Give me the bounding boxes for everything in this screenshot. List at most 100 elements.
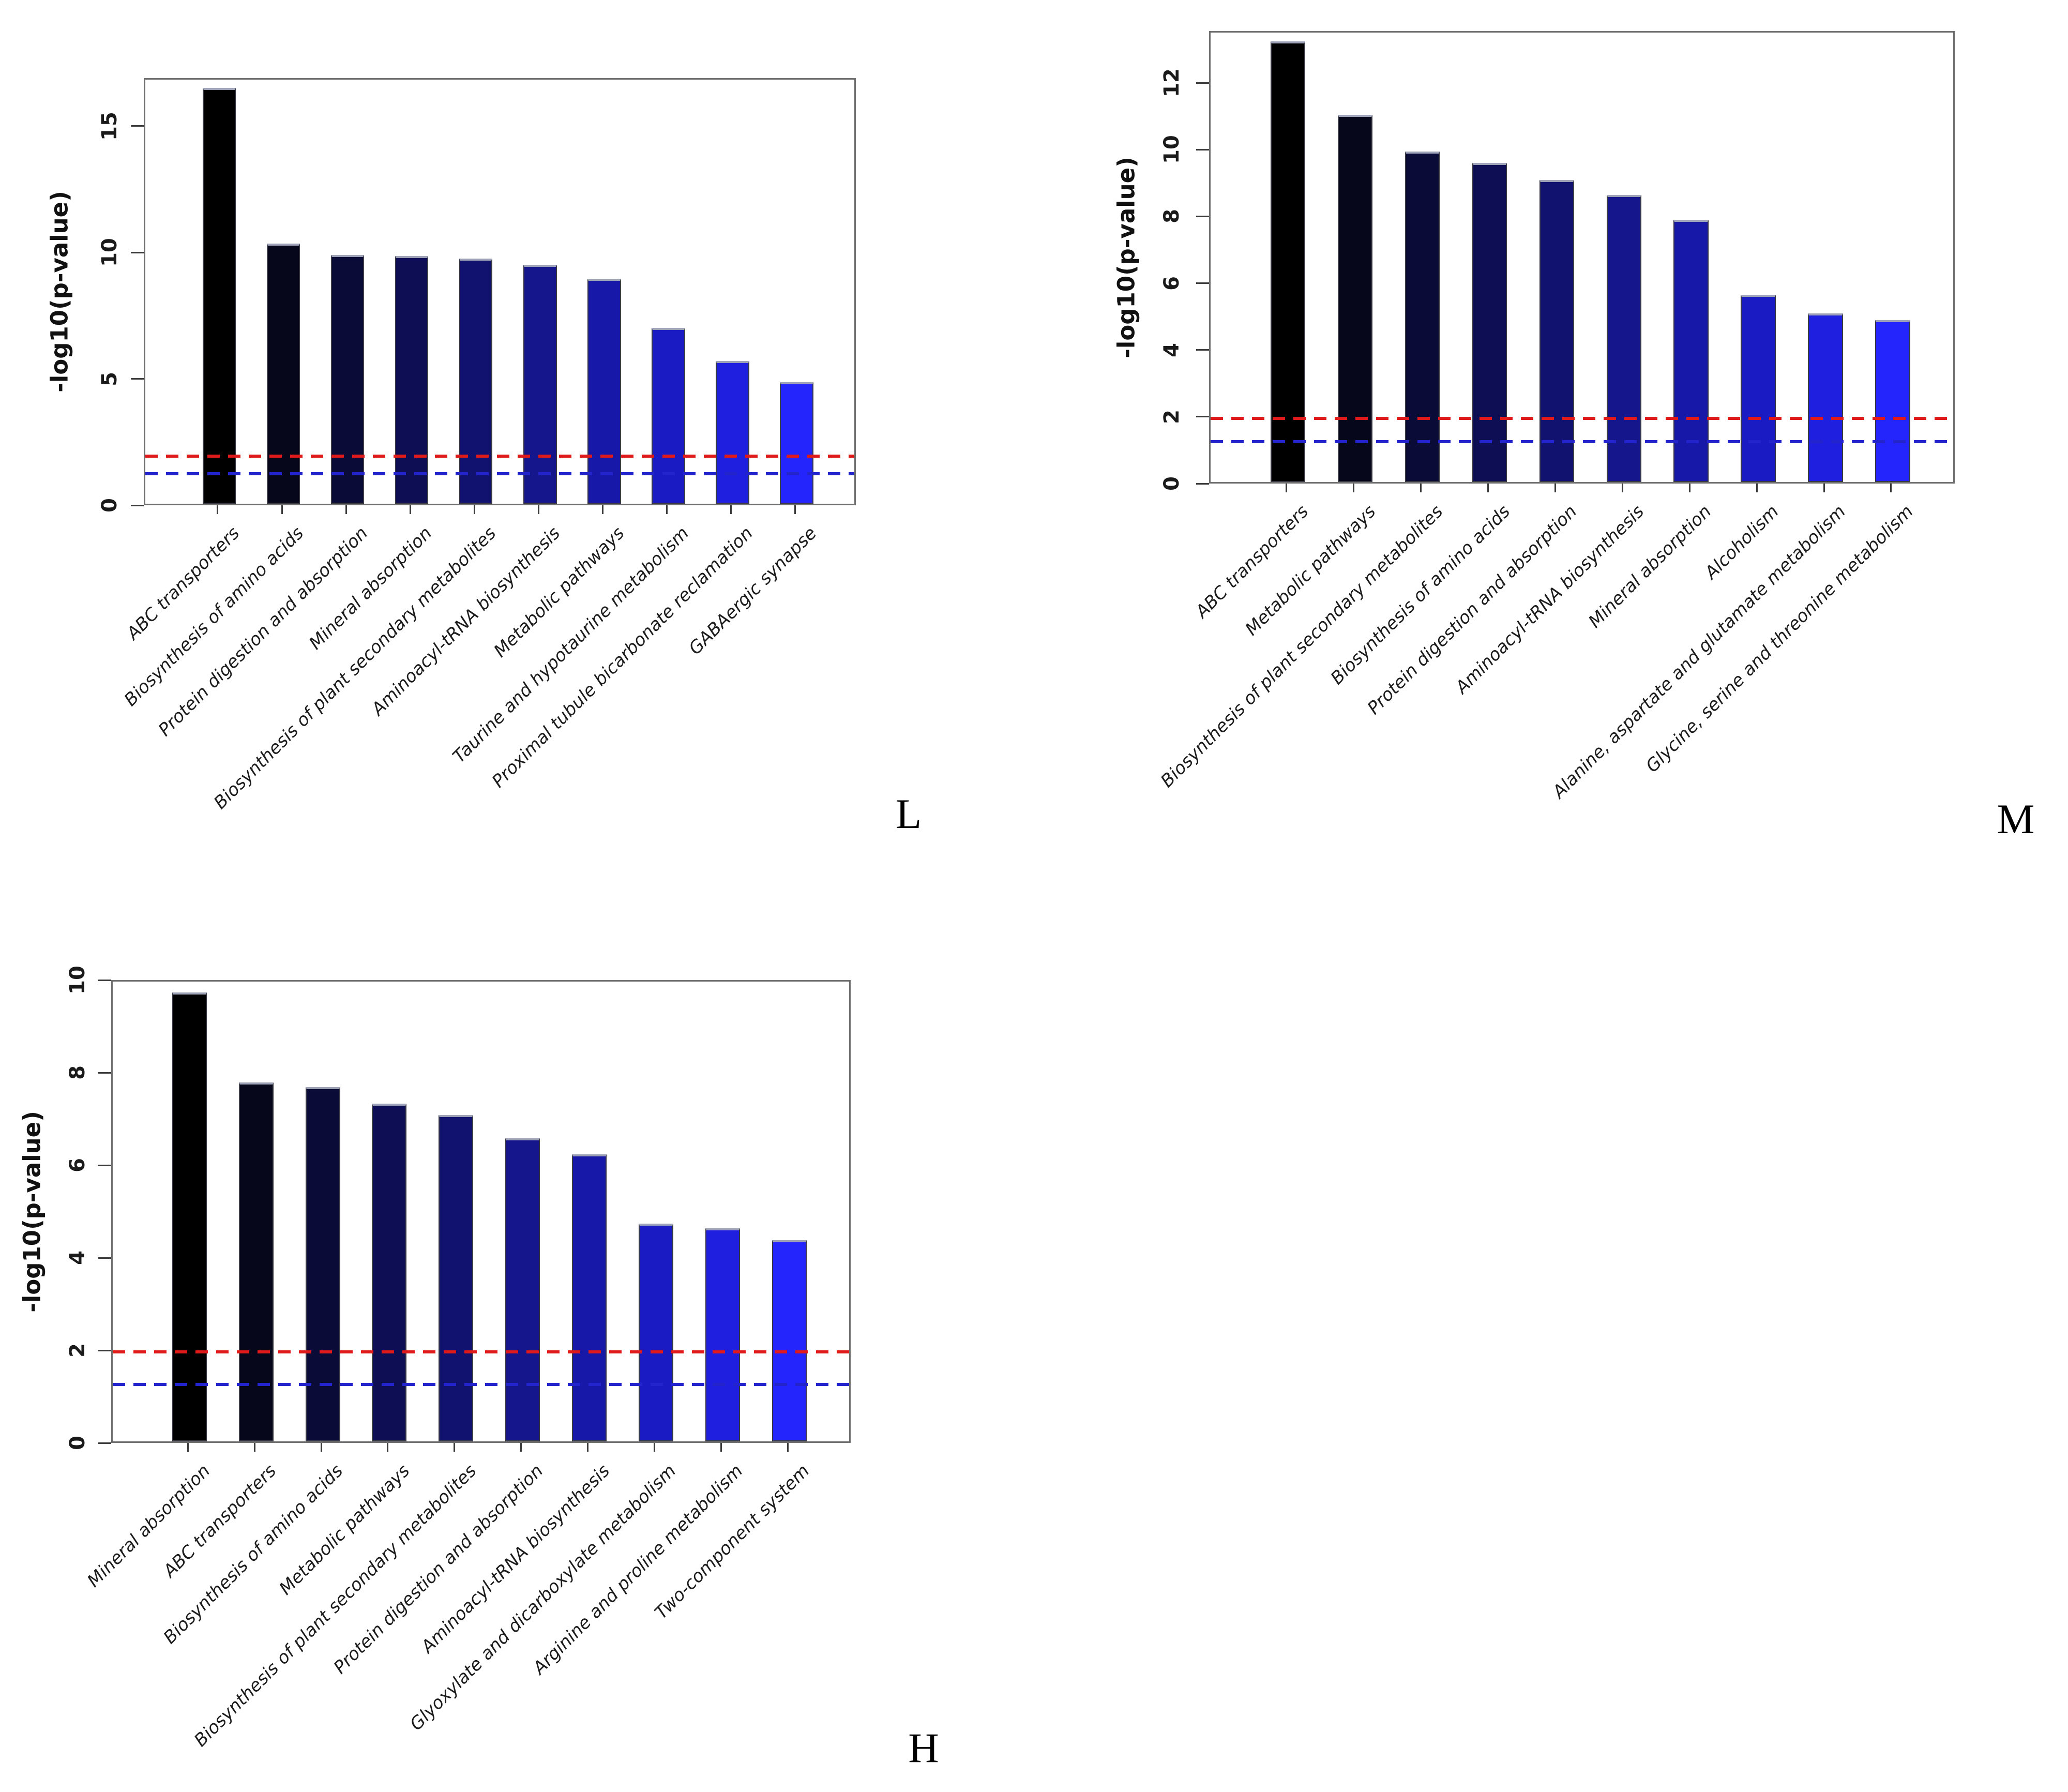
plot-area-L <box>144 78 856 505</box>
y-tick-label: 6 <box>66 1158 89 1172</box>
x-tick <box>601 505 603 514</box>
bar-M-7 <box>1741 295 1776 482</box>
bar-H-5 <box>505 1138 540 1441</box>
x-tick <box>720 1443 722 1452</box>
y-tick-label: 0 <box>1160 476 1184 491</box>
x-tick-label: Metabolic pathways <box>1241 501 1380 640</box>
x-tick <box>281 505 283 514</box>
y-tick <box>98 979 111 981</box>
x-tick <box>1286 484 1288 492</box>
threshold-line-red <box>1211 416 1953 420</box>
bar-L-0 <box>202 88 236 504</box>
y-tick <box>1196 148 1209 150</box>
x-tick <box>345 505 347 514</box>
x-tick-label: Biosynthesis of amino acids <box>159 1460 348 1648</box>
x-tick <box>1756 484 1758 492</box>
y-tick <box>98 1442 111 1444</box>
y-tick <box>1196 282 1209 284</box>
x-tick <box>454 1443 456 1452</box>
x-tick-label: Arginine and proline metabolism <box>529 1460 747 1679</box>
bar-M-0 <box>1270 41 1306 482</box>
y-axis-title: -log10(p-value) <box>1112 156 1140 358</box>
x-tick <box>217 505 219 514</box>
bar-H-9 <box>772 1240 807 1441</box>
threshold-line-blue <box>113 1382 849 1386</box>
threshold-line-blue <box>145 472 854 476</box>
bar-M-3 <box>1472 163 1507 482</box>
bar-H-0 <box>172 992 207 1441</box>
x-tick-label: Two-component system <box>651 1460 814 1623</box>
x-tick-label: Mineral absorption <box>83 1460 214 1592</box>
x-tick <box>1554 484 1556 492</box>
x-tick <box>253 1443 255 1452</box>
x-tick-label: Glycine, serine and threonine metabolism <box>1641 501 1918 777</box>
y-tick-label: 8 <box>1160 209 1184 224</box>
y-axis-title: -log10(p-value) <box>18 1110 46 1313</box>
x-tick-label: Biosynthesis of amino acids <box>120 523 308 711</box>
x-tick <box>409 505 411 514</box>
x-tick-label: Protein digestion and absorption <box>1364 501 1581 719</box>
y-tick-label: 8 <box>66 1065 89 1080</box>
y-tick <box>131 378 144 380</box>
x-tick-label: Biosynthesis of plant secondary metaboli… <box>210 523 501 814</box>
x-tick <box>1621 484 1623 492</box>
y-axis-title: -log10(p-value) <box>46 191 73 393</box>
y-tick-label: 2 <box>1160 409 1184 424</box>
x-tick <box>320 1443 322 1452</box>
x-tick-label: Protein digestion and absorption <box>329 1460 547 1678</box>
y-tick-label: 12 <box>1160 68 1184 97</box>
bar-H-1 <box>238 1082 274 1441</box>
x-tick-label: Proximal tubule bicarbonate reclamation <box>488 523 757 792</box>
y-tick-label: 10 <box>98 238 122 267</box>
bar-L-8 <box>716 360 749 504</box>
x-tick-label: Mineral absorption <box>305 523 436 654</box>
x-tick-label: Aminoacyl-tRNA biosynthesis <box>1452 501 1649 698</box>
x-tick <box>1353 484 1355 492</box>
x-tick-label: Metabolic pathways <box>275 1460 414 1599</box>
y-tick-label: 0 <box>66 1436 89 1450</box>
x-tick-label: GABAergic synapse <box>685 523 821 659</box>
y-tick <box>1196 349 1209 351</box>
x-tick <box>787 1443 789 1452</box>
panel-letter-L: L <box>895 790 922 837</box>
bar-M-6 <box>1673 220 1709 482</box>
x-tick-label: Aminoacyl-tRNA biosynthesis <box>368 523 565 720</box>
x-tick <box>1420 484 1422 492</box>
x-tick <box>473 505 475 514</box>
plot-area-M <box>1209 31 1955 484</box>
x-tick <box>1487 484 1489 492</box>
y-tick <box>131 125 144 127</box>
y-tick <box>98 1257 111 1259</box>
x-tick <box>1823 484 1825 492</box>
x-tick-label: Taurine and hypotaurine metabolism <box>448 523 693 767</box>
x-tick <box>537 505 539 514</box>
y-tick <box>131 504 144 506</box>
y-tick-label: 10 <box>1160 135 1184 164</box>
bar-H-6 <box>571 1154 607 1441</box>
x-tick-label: Alanine, aspartate and glutamate metabol… <box>1548 501 1850 803</box>
bar-H-3 <box>372 1103 407 1441</box>
y-tick <box>131 251 144 253</box>
x-tick-label: Aminoacyl-tRNA biosynthesis <box>417 1460 614 1658</box>
bar-H-2 <box>305 1087 340 1441</box>
y-tick <box>1196 483 1209 485</box>
bar-H-8 <box>705 1228 740 1441</box>
x-tick-label: Protein digestion and absorption <box>154 523 372 741</box>
x-tick-label: Biosynthesis of amino acids <box>1326 501 1514 689</box>
x-tick-label: Biosynthesis of plant secondary metaboli… <box>1156 501 1447 792</box>
y-tick-label: 0 <box>98 498 122 513</box>
bar-L-9 <box>780 382 813 504</box>
threshold-line-blue <box>1211 440 1953 444</box>
bar-L-2 <box>330 254 365 504</box>
y-tick <box>98 1164 111 1166</box>
y-tick <box>98 1072 111 1074</box>
bar-H-7 <box>638 1224 673 1441</box>
x-tick <box>666 505 668 514</box>
bar-M-2 <box>1405 151 1440 482</box>
x-tick-label: Metabolic pathways <box>490 523 629 661</box>
bar-M-5 <box>1606 194 1642 482</box>
threshold-line-red <box>113 1350 849 1353</box>
